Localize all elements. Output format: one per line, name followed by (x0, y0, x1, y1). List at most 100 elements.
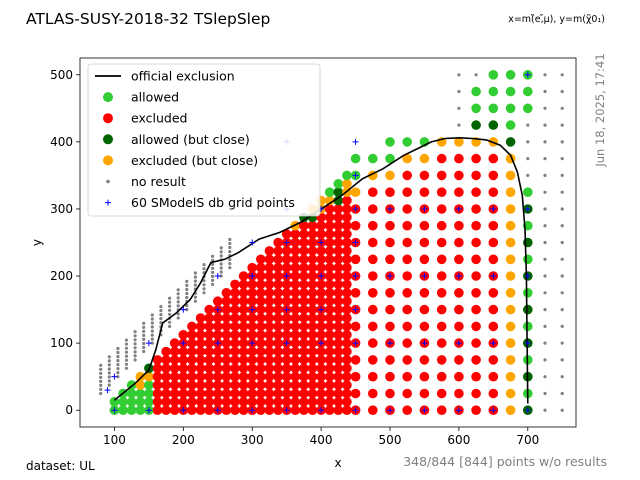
point-noresult (176, 292, 180, 296)
point-noresult (543, 257, 547, 261)
point-allowed-close (488, 120, 499, 130)
point-noresult (159, 321, 163, 325)
point-noresult (560, 190, 564, 194)
point-excluded-close (505, 220, 516, 231)
point-excluded (316, 296, 326, 307)
point-excluded (436, 304, 447, 315)
point-noresult (185, 291, 189, 296)
point-excluded (290, 338, 301, 348)
point-excluded (436, 153, 447, 164)
point-excluded (213, 388, 223, 399)
point-excluded (221, 380, 232, 390)
point-excluded (402, 321, 413, 332)
point-excluded-close (505, 204, 516, 214)
point-excluded (187, 355, 197, 365)
point-excluded (290, 304, 301, 315)
point-noresult (193, 271, 197, 275)
point-excluded (281, 262, 292, 273)
point-noresult (150, 313, 154, 317)
point-noresult (457, 123, 461, 127)
point-excluded (187, 363, 197, 374)
grid-point-marker (524, 205, 531, 212)
point-excluded (316, 254, 326, 265)
point-excluded (238, 313, 249, 323)
point-excluded (471, 170, 481, 181)
point-noresult (116, 350, 120, 355)
point-excluded (299, 388, 309, 399)
grid-point-marker (455, 340, 462, 347)
point-noresult (228, 245, 232, 250)
point-noresult (543, 106, 547, 110)
footer-count: 348/844 [844] points w/o results (403, 454, 607, 469)
point-excluded (402, 338, 413, 348)
point-excluded (152, 371, 163, 382)
point-excluded (307, 397, 318, 407)
point-excluded (350, 371, 361, 382)
point-excluded (471, 187, 481, 197)
point-excluded (307, 220, 318, 231)
point-excluded (342, 371, 352, 382)
point-excluded (255, 254, 266, 265)
point-excluded (213, 397, 223, 407)
grid-point-marker (352, 273, 359, 280)
legend-excluded-close-swatch (103, 155, 113, 166)
point-noresult (99, 387, 103, 391)
point-excluded (178, 363, 189, 374)
point-excluded (333, 330, 344, 340)
point-excluded (169, 355, 180, 365)
point-excluded (255, 338, 266, 348)
grid-point-marker (104, 387, 111, 394)
legend-excluded-swatch (103, 113, 113, 124)
point-excluded (290, 246, 301, 256)
legend: official exclusion allowed excluded allowed… (87, 63, 321, 217)
point-noresult (185, 295, 189, 300)
point-excluded (488, 220, 499, 231)
point-allowed-close (333, 187, 344, 197)
point-noresult (159, 313, 163, 317)
point-excluded (221, 346, 232, 357)
point-excluded (255, 380, 266, 390)
point-noresult (185, 304, 189, 308)
point-excluded (419, 254, 430, 265)
point-excluded (307, 330, 318, 340)
point-excluded (204, 380, 214, 390)
point-excluded (488, 321, 499, 332)
point-excluded (247, 288, 257, 298)
point-excluded (247, 380, 257, 390)
y-tick-label: 100 (50, 336, 73, 350)
grid-point-marker (283, 273, 290, 280)
point-excluded (281, 229, 292, 239)
point-excluded (342, 313, 352, 323)
point-excluded (290, 388, 301, 399)
point-noresult (159, 309, 163, 313)
point-noresult (543, 240, 547, 245)
point-excluded (230, 371, 240, 382)
point-excluded (238, 338, 249, 348)
point-noresult (116, 346, 120, 351)
point-excluded (385, 388, 395, 399)
plot-frame (79, 57, 577, 428)
point-noresult (107, 375, 111, 379)
point-excluded (281, 296, 292, 307)
grid-point-marker (283, 407, 290, 414)
point-excluded (342, 237, 352, 248)
point-excluded (333, 237, 344, 248)
point-excluded (169, 346, 180, 357)
point-excluded (204, 330, 214, 340)
point-excluded (238, 405, 249, 416)
point-noresult (211, 262, 215, 266)
footer-dataset: dataset: UL (26, 459, 95, 473)
point-excluded (290, 363, 301, 374)
point-excluded (342, 262, 352, 273)
point-excluded (307, 254, 318, 265)
point-excluded (350, 288, 361, 298)
point-excluded (230, 304, 240, 315)
point-excluded (169, 405, 180, 416)
point-noresult (107, 363, 111, 367)
point-excluded (333, 296, 344, 307)
point-excluded-close (350, 187, 361, 197)
point-excluded (316, 288, 326, 298)
point-noresult (202, 291, 206, 295)
point-excluded (402, 237, 413, 248)
point-excluded-close (324, 195, 335, 206)
